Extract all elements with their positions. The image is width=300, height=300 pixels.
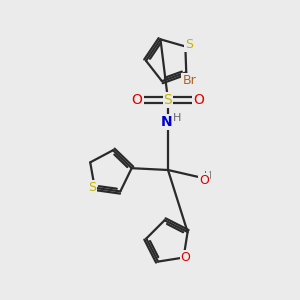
Text: O: O <box>194 93 204 107</box>
Text: H: H <box>173 113 181 123</box>
Text: O: O <box>181 251 190 264</box>
Text: H: H <box>204 171 212 181</box>
Text: O: O <box>199 173 209 187</box>
Text: N: N <box>161 115 173 129</box>
Text: Br: Br <box>182 74 196 87</box>
Text: S: S <box>164 93 172 107</box>
Text: S: S <box>88 181 96 194</box>
Text: O: O <box>132 93 142 107</box>
Text: S: S <box>185 38 193 51</box>
